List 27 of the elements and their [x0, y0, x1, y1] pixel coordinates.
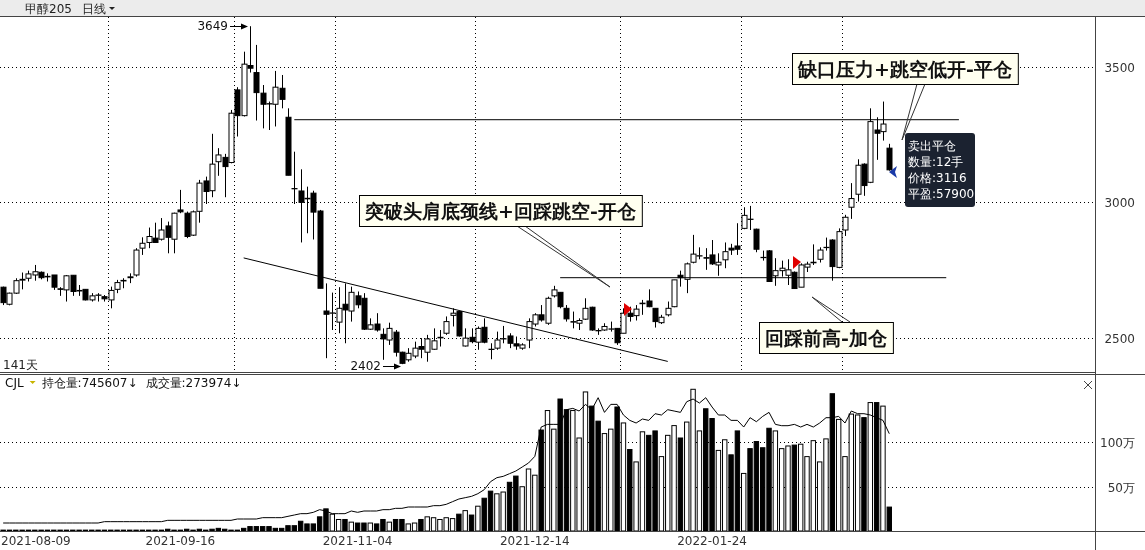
y-tick-label: 50万: [1107, 480, 1135, 495]
annotation: 数量:12手: [908, 155, 964, 169]
x-tick-label: 2021-12-14: [499, 534, 570, 548]
y-tick-label: 100万: [1100, 435, 1135, 450]
y-tick-label: 2500: [1104, 331, 1135, 346]
annotation: 卖出平仓: [908, 139, 956, 153]
x-tick-label: 2021-08-09: [1, 534, 71, 548]
annotation: 141天: [3, 358, 38, 372]
text: CJL: [5, 376, 24, 390]
annotation: 3649: [197, 19, 228, 33]
annotation: 回踩前高-加仓: [765, 327, 888, 349]
y-tick-label: 3000: [1104, 195, 1135, 210]
chart-title: 甲醇205: [25, 1, 72, 16]
x-tick-label: 2021-09-16: [145, 534, 216, 548]
candlestick: [886, 143, 893, 172]
annotation: 突破头肩底颈线+回踩跳空-开仓: [364, 200, 637, 222]
candlestick: [443, 315, 450, 336]
annotation: 成交量:273974↓: [145, 376, 242, 390]
chart-subtitle: 日线: [82, 1, 106, 16]
annotation: 缺口压力+跳空低开-平仓: [797, 58, 1013, 80]
y-tick-label: 3500: [1104, 60, 1135, 75]
annotation: 2402: [350, 359, 381, 373]
annotation: 价格:3116: [907, 171, 967, 185]
x-tick-label: 2021-11-04: [322, 534, 393, 548]
annotation: 平盈:57900: [908, 187, 975, 201]
x-tick-label: 2022-01-24: [677, 534, 747, 548]
annotation: 持仓量:745607↓: [41, 376, 138, 390]
